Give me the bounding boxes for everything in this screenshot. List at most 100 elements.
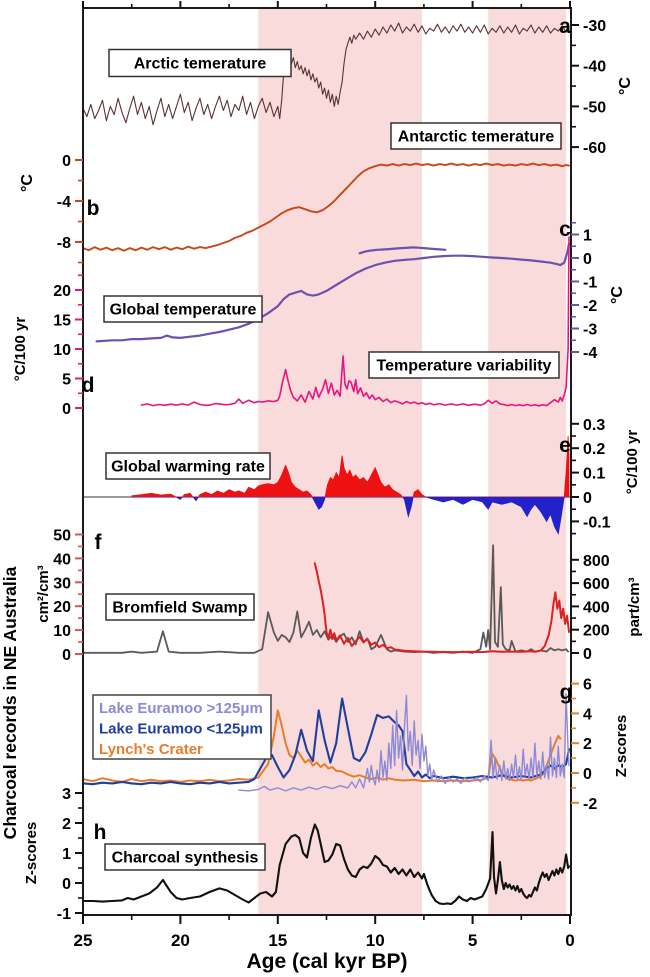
x-axis-tick-label: 15 (268, 931, 287, 950)
axis-c-tick-label: -2 (583, 298, 597, 315)
axis-f_left-tick-label: 40 (53, 551, 71, 568)
series-lake-euramoo-gt125 (238, 693, 570, 792)
panel-letter-h: h (94, 821, 107, 844)
axis-f_left-tick-label: 10 (53, 623, 71, 640)
axis-title: °C/100 yr (12, 317, 29, 382)
shaded-band-2 (488, 9, 567, 914)
series-lake-euramoo-lt125 (84, 697, 570, 786)
axis-c-tick-label: -1 (583, 275, 597, 292)
series-global-temperature-alt (358, 246, 447, 255)
legend-item: Lynch's Crater (99, 741, 203, 758)
axis-title: °C (617, 77, 634, 95)
panel-letter-b: b (87, 197, 100, 220)
x-axis-tick-label: 10 (366, 931, 385, 950)
axis-g-tick-label: 6 (583, 677, 592, 694)
panel-letter-f: f (95, 531, 103, 554)
axis-d-tick-label: 10 (53, 342, 71, 359)
series-label-box (108, 48, 292, 78)
axis-title: °C (19, 174, 36, 192)
axis-d-tick-label: 5 (62, 372, 71, 389)
series-label: Antarctic temerature (398, 129, 555, 146)
legend-box (92, 694, 272, 760)
axis-c-tick-label: -4 (583, 345, 597, 362)
panel-letter-g: g (560, 681, 573, 704)
series-antarctic-temperature (84, 162, 570, 252)
axis-a-tick-label: -50 (583, 99, 606, 116)
panel-letter-d: d (82, 374, 95, 397)
axis-a-tick-label: -40 (583, 59, 606, 76)
series-charcoal-synthesis (84, 823, 570, 906)
axis-h-tick-label: -1 (57, 906, 71, 923)
series-label: Bromfield Swamp (112, 600, 247, 617)
axis-b-tick-label: -8 (57, 235, 71, 252)
series-global-warming-rate-positive (131, 435, 570, 497)
axis-h-tick-label: 3 (62, 786, 71, 803)
axis-d-tick-label: 20 (53, 283, 71, 300)
axis-c-tick-label: -3 (583, 322, 597, 339)
axis-d-tick-label: 15 (53, 313, 71, 330)
panel-letter-c: c (559, 218, 571, 241)
x-axis-tick-label: 5 (468, 931, 477, 950)
axis-f_left-tick-label: 20 (53, 599, 71, 616)
axis-d-tick-label: 0 (62, 401, 71, 418)
axis-e-tick-label: 0.3 (583, 417, 605, 434)
axis-f_left-tick-label: 30 (53, 575, 71, 592)
series-global-temperature (95, 242, 570, 343)
series-label: Global warming rate (111, 459, 265, 476)
axis-title: Charcoal records in NE Australia (0, 566, 20, 839)
series-label: Charcoal synthesis (112, 850, 259, 867)
axis-g-tick-label: 0 (583, 766, 592, 783)
x-axis-tick-label: 25 (74, 931, 93, 950)
axis-b-tick-label: 0 (62, 153, 71, 170)
series-label-box (390, 122, 562, 150)
axis-title: Z-scores (23, 822, 40, 885)
axis-h-tick-label: 0 (62, 876, 71, 893)
axis-g-tick-label: -2 (583, 796, 597, 813)
axis-h-tick-label: 1 (62, 846, 71, 863)
axis-e-tick-label: 0 (583, 490, 592, 507)
series-temperature-variability (140, 236, 570, 407)
axis-c-tick-label: 0 (583, 251, 592, 268)
series-lynchs-crater (84, 709, 562, 783)
series-global-warming-rate-negative (131, 497, 570, 535)
axis-g-tick-label: 4 (583, 706, 592, 723)
series-label-box (105, 593, 255, 621)
axis-h-tick-label: 2 (62, 816, 71, 833)
plot-area (84, 9, 570, 914)
axis-f_right-tick-label: 400 (583, 599, 610, 616)
series-label: Temperature variability (377, 358, 552, 375)
series-bromfield-swamp-particles (313, 562, 570, 654)
x-axis-tick-label: 20 (171, 931, 190, 950)
series-label-box (368, 351, 560, 379)
series-label-box (103, 295, 263, 323)
axis-f_right-tick-label: 0 (583, 646, 592, 663)
axis-e-tick-label: 0.1 (583, 466, 605, 483)
axis-f_left-tick-label: 50 (53, 528, 71, 545)
panel-letter-a: a (559, 15, 571, 38)
axis-a-tick-label: -60 (583, 140, 606, 157)
axis-title: °C/100 yr (624, 430, 641, 495)
axis-title: °C (609, 286, 626, 304)
axis-f_left-tick-label: 0 (62, 647, 71, 664)
axis-g-tick-label: 2 (583, 736, 592, 753)
axis-a-tick-label: -30 (583, 18, 606, 35)
axis-title: part/cm³ (626, 577, 643, 636)
axis-b-tick-label: -4 (57, 194, 71, 211)
series-label: Arctic temerature (134, 56, 267, 73)
axis-title: cm²/cm³ (35, 565, 52, 623)
axis-e-tick-label: 0.2 (583, 441, 605, 458)
axis-e-tick-label: -0.1 (583, 514, 611, 531)
x-axis-title: Age (cal kyr BP) (246, 950, 407, 973)
axis-f_right-tick-label: 200 (583, 623, 610, 640)
legend-item: Lake Euramoo >125μm (99, 700, 263, 717)
series-bromfield-swamp-area (84, 544, 569, 654)
series-arctic-temperature (84, 22, 570, 126)
series-label-box (105, 452, 271, 480)
axis-c-tick-label: 1 (583, 228, 592, 245)
series-label: Global temperature (110, 302, 257, 319)
panel-letter-e: e (559, 434, 571, 457)
x-axis-tick-label: 0 (565, 931, 574, 950)
axis-f_right-tick-label: 800 (583, 553, 610, 570)
